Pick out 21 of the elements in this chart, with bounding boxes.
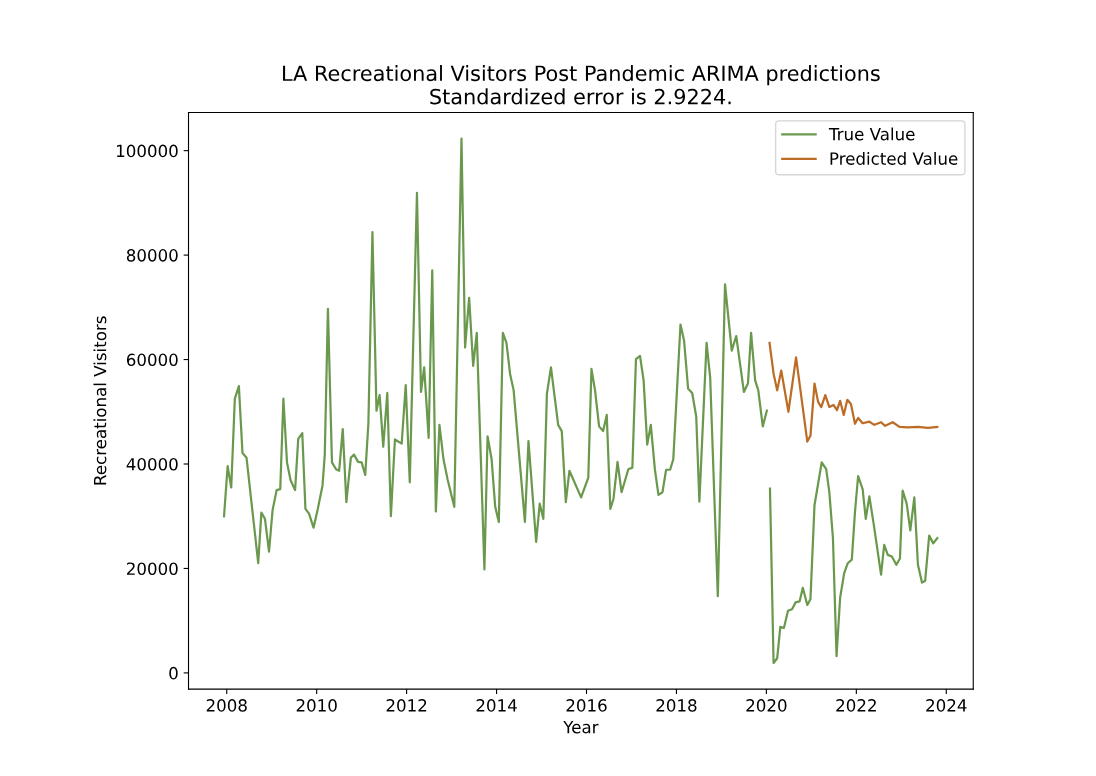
x-tick-label: 2018 xyxy=(656,699,697,712)
y-axis-title: Recreational Visitors xyxy=(93,316,107,485)
y-tick-label: 0 xyxy=(169,666,178,680)
x-tick-label: 2024 xyxy=(926,699,967,712)
chart-title: LA Recreational Visitors Post Pandemic ARIMA predictions Standardized error is 2.9224. xyxy=(283,65,880,105)
x-tick-label: 2010 xyxy=(296,699,337,712)
legend-label: True Value xyxy=(828,127,915,141)
x-tick-label: 2020 xyxy=(746,699,787,712)
y-tick-label: 60000 xyxy=(126,353,178,367)
x-tick-label: 2022 xyxy=(836,699,876,712)
x-tick-label: 2014 xyxy=(476,699,517,712)
y-tick-label: 40000 xyxy=(126,457,178,471)
y-tick-label: 80000 xyxy=(126,249,178,262)
x-tick-label: 2016 xyxy=(566,699,607,712)
x-tick-label: 2008 xyxy=(206,699,247,712)
x-tick-label: 2012 xyxy=(386,699,427,712)
legend-label: Predicted Value xyxy=(830,151,958,165)
x-axis-title: Year xyxy=(563,721,599,734)
line-series xyxy=(768,341,939,443)
y-tick-label: 20000 xyxy=(126,562,178,576)
y-tick-label: 100000 xyxy=(117,144,178,158)
